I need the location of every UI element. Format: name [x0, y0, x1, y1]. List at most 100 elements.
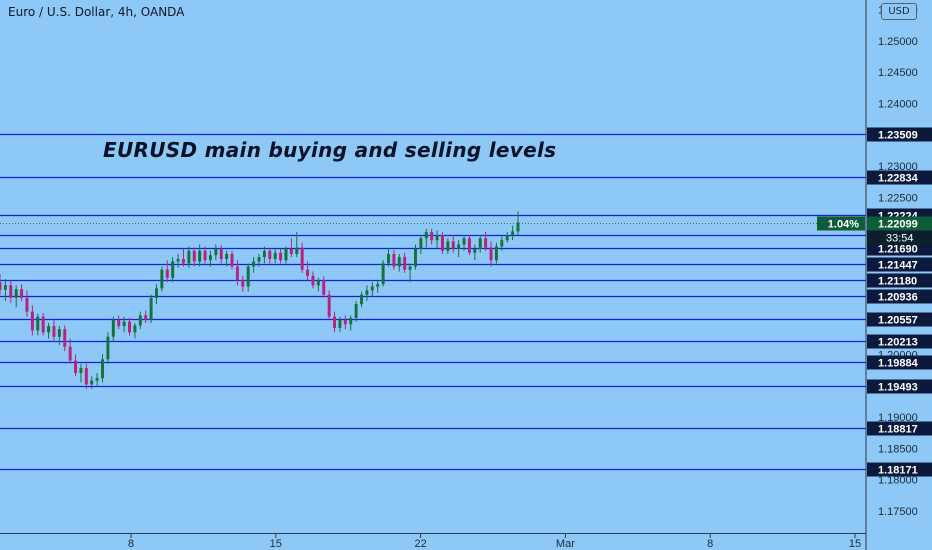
candle-body[interactable]	[79, 368, 83, 374]
candle-body[interactable]	[133, 325, 137, 333]
candle-body[interactable]	[20, 289, 24, 298]
candle-body[interactable]	[36, 316, 40, 331]
candle-body[interactable]	[440, 235, 444, 251]
candle-body[interactable]	[128, 321, 131, 333]
candle-body[interactable]	[424, 232, 428, 239]
candle-body[interactable]	[41, 316, 45, 333]
candle-body[interactable]	[343, 319, 347, 325]
candle-body[interactable]	[419, 238, 423, 249]
candle-body[interactable]	[214, 248, 218, 256]
candle-body[interactable]	[235, 266, 239, 281]
candle-body[interactable]	[413, 248, 417, 267]
chart-annotation[interactable]: EURUSD main buying and selling levels	[103, 138, 557, 162]
candle-body[interactable]	[494, 246, 498, 261]
level-price-label[interactable]: 1.21690	[878, 244, 918, 256]
candle-body[interactable]	[505, 235, 509, 241]
candle-body[interactable]	[68, 346, 72, 361]
candle-body[interactable]	[478, 238, 482, 249]
symbol-title[interactable]: Euro / U.S. Dollar, 4h, OANDA	[8, 5, 185, 19]
level-lines-group[interactable]: 1.235091.228341.222241.218981.216901.214…	[0, 127, 932, 477]
candle-body[interactable]	[262, 250, 266, 258]
candle-body[interactable]	[246, 266, 250, 287]
candle-body[interactable]	[311, 275, 315, 286]
candle-body[interactable]	[0, 282, 2, 290]
candle-body[interactable]	[160, 269, 164, 289]
candle-body[interactable]	[95, 378, 99, 381]
level-price-label[interactable]: 1.20936	[878, 292, 918, 304]
level-price-label[interactable]: 1.18817	[878, 424, 918, 436]
candle-body[interactable]	[381, 263, 385, 285]
candle-body[interactable]	[273, 252, 277, 259]
candle-body[interactable]	[165, 269, 169, 278]
candle-body[interactable]	[117, 319, 121, 327]
candle-body[interactable]	[467, 238, 471, 253]
level-price-label[interactable]: 1.19493	[878, 382, 918, 394]
candle-body[interactable]	[63, 329, 67, 347]
level-price-label[interactable]: 1.21180	[878, 276, 917, 288]
level-price-label[interactable]: 1.20557	[878, 315, 918, 327]
candle-body[interactable]	[74, 360, 78, 374]
candle-body[interactable]	[500, 240, 504, 247]
candle-body[interactable]	[219, 248, 223, 259]
candle-body[interactable]	[387, 253, 390, 264]
candle-body[interactable]	[511, 231, 515, 236]
candle-body[interactable]	[203, 250, 207, 261]
candle-body[interactable]	[171, 261, 175, 278]
candle-body[interactable]	[9, 285, 13, 298]
candle-body[interactable]	[230, 253, 234, 267]
candle-body[interactable]	[365, 290, 369, 295]
candle-body[interactable]	[462, 238, 466, 245]
candle-body[interactable]	[3, 285, 7, 290]
candle-body[interactable]	[473, 248, 477, 253]
candle-body[interactable]	[435, 235, 439, 241]
candle-body[interactable]	[403, 257, 407, 270]
level-price-label[interactable]: 1.22834	[878, 173, 919, 185]
candle-body[interactable]	[457, 244, 461, 249]
candle-body[interactable]	[101, 359, 105, 379]
candle-body[interactable]	[47, 326, 51, 333]
candle-body[interactable]	[516, 222, 520, 232]
candle-body[interactable]	[484, 238, 488, 248]
candles-group[interactable]	[0, 211, 520, 389]
candle-body[interactable]	[14, 289, 18, 298]
candle-body[interactable]	[306, 269, 310, 276]
candle-body[interactable]	[446, 241, 450, 251]
level-price-label[interactable]: 1.23509	[878, 130, 918, 142]
candle-body[interactable]	[198, 250, 202, 262]
candle-body[interactable]	[338, 319, 342, 328]
candle-body[interactable]	[208, 255, 212, 261]
candle-body[interactable]	[268, 250, 272, 259]
candle-body[interactable]	[252, 261, 256, 267]
candle-body[interactable]	[138, 315, 142, 326]
candle-body[interactable]	[241, 280, 245, 287]
candle-body[interactable]	[295, 247, 299, 254]
level-price-label[interactable]: 1.19884	[878, 358, 919, 370]
candle-body[interactable]	[408, 266, 412, 270]
candle-body[interactable]	[300, 247, 304, 270]
candle-body[interactable]	[25, 297, 29, 312]
candle-body[interactable]	[176, 258, 180, 262]
candle-body[interactable]	[84, 368, 88, 385]
candle-body[interactable]	[489, 247, 493, 261]
candle-body[interactable]	[257, 257, 261, 262]
candle-body[interactable]	[154, 288, 158, 298]
candle-body[interactable]	[284, 248, 288, 261]
candle-body[interactable]	[192, 250, 196, 262]
candle-body[interactable]	[90, 380, 94, 385]
level-price-label[interactable]: 1.21447	[878, 260, 918, 272]
candle-body[interactable]	[333, 316, 337, 328]
candle-body[interactable]	[111, 319, 115, 337]
candle-body[interactable]	[52, 326, 56, 337]
candle-body[interactable]	[289, 248, 293, 254]
candle-body[interactable]	[181, 258, 185, 264]
candle-body[interactable]	[349, 317, 353, 325]
candle-body[interactable]	[397, 257, 401, 267]
level-price-label[interactable]: 1.20213	[878, 337, 918, 349]
candle-body[interactable]	[376, 284, 380, 287]
candle-body[interactable]	[149, 297, 153, 320]
candle-body[interactable]	[360, 294, 364, 305]
candle-body[interactable]	[106, 336, 110, 360]
candle-body[interactable]	[144, 315, 148, 320]
